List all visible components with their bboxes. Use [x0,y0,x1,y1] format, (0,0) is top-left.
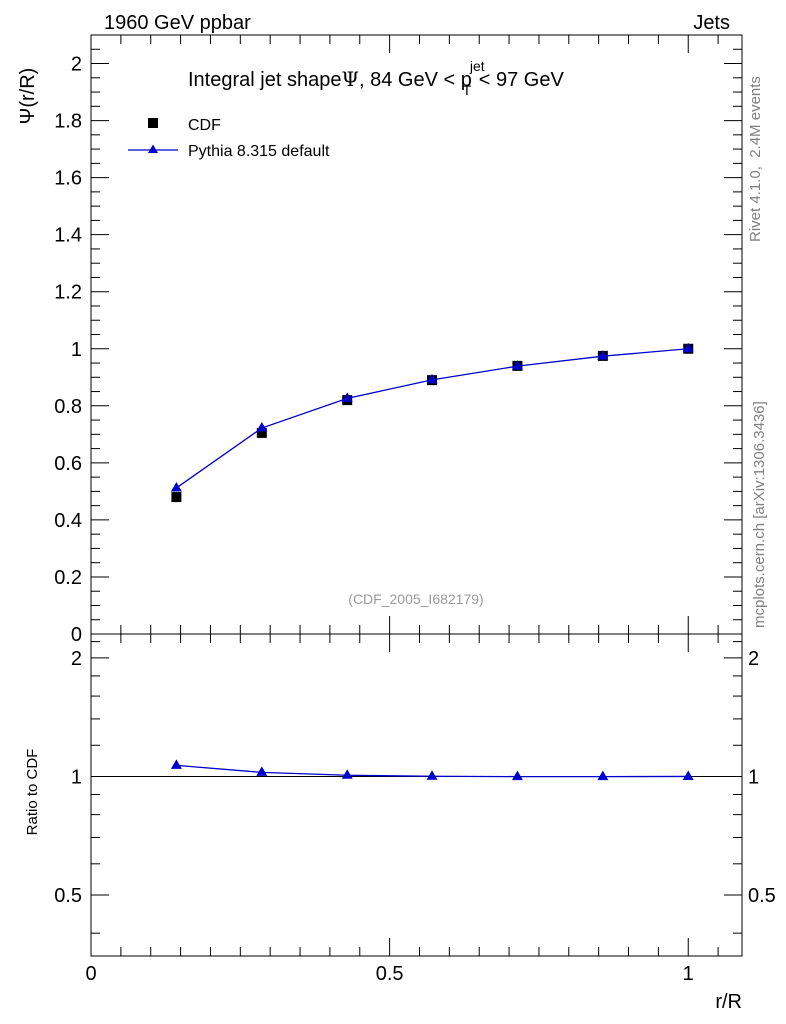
pythia-point [341,392,353,402]
main-y-tick-label: 1.8 [54,111,82,133]
x-tick-label: 0 [85,963,96,985]
main-panel: 0 0.2 0.4 0.6 0.8 1 1.2 1.4 1.6 1.8 2 Ψ(r/R) Integ… [17,34,743,646]
ratio-pythia-point [682,770,694,780]
x-tick-label: 0.5 [376,963,404,985]
legend-pythia-marker [148,144,158,153]
ratio-pythia-point [341,769,353,779]
main-y-tick-label: 1.4 [54,225,82,247]
mcplots-label: mcplots.cern.ch [arXiv:1306.3436] [751,401,768,628]
main-y-tick-label: 0.6 [54,453,82,475]
ratio-pythia-point [597,770,609,781]
title-sub: T [463,82,472,98]
main-y-tick-label: 0.2 [54,567,82,589]
ratio-y-tick-label-left: 2 [71,648,82,670]
ratio-y-tick-label-left: 1 [71,766,82,788]
main-y-tick-label: 2 [71,54,82,76]
main-y-tick-label: 1.6 [54,168,82,190]
x-axis-label: r/R [715,991,742,1013]
ratio-y-tick-labels: 0.5 0.5 1 1 2 2 [54,648,776,907]
main-series [170,342,694,503]
legend-pythia-label: Pythia 8.315 default [188,143,330,160]
title-range-lo: , 84 GeV < p [359,69,472,91]
ratio-series [91,759,742,781]
x-tick-label: 1 [683,963,694,985]
title-sup: jet [469,58,485,74]
pythia-point [256,422,268,432]
analysis-watermark: (CDF_2005_I682179) [348,591,483,607]
rivet-label: Rivet 4.1.0, 2.4M events [747,76,764,242]
legend: CDF Pythia 8.315 default [128,117,330,160]
main-y-tick-label: 0.8 [54,396,82,418]
ratio-y-axis-label: Ratio to CDF [24,749,41,836]
ratio-plot-frame [90,633,743,957]
ratio-pythia-point [426,770,438,780]
main-y-tick-label: 0.4 [54,510,82,532]
title-psi: Ψ [341,67,359,91]
ratio-pythia-point [511,770,523,781]
cdf-point [171,492,182,503]
pythia-line [176,348,689,489]
legend-cdf-marker [148,118,158,128]
header-left: 1960 GeV ppbar [104,12,251,34]
chart-title: Integral jet shapeΨ, 84 GeV < pjet T < 97… [188,58,564,98]
ratio-y-tick-label-right: 2 [748,648,759,670]
main-y-tick-label: 1.2 [54,282,82,304]
ratio-pythia-point [170,759,182,769]
ratio-y-tick-label-right: 1 [748,766,759,788]
ratio-y-tick-label-right: 0.5 [748,885,776,907]
ratio-pythia-point [256,766,268,776]
ratio-y-tick-label-left: 0.5 [54,885,82,907]
main-y-tick-label: 1 [71,339,82,361]
pythia-point [511,360,523,370]
main-y-tick-label: 0 [71,624,82,646]
main-y-tick-labels: 0 0.2 0.4 0.6 0.8 1 1.2 1.4 1.6 1.8 2 [54,54,82,646]
ratio-x-ticks [90,634,719,956]
main-x-ticks [90,35,719,634]
legend-cdf-label: CDF [188,117,221,134]
pythia-point [597,350,609,360]
ratio-x-tick-labels: 0 0.5 1 [85,963,693,985]
ratio-panel: 0.5 0.51 12 2 0 0.5 1 Ratio to CDF r/R [24,633,776,1013]
title-range-hi: < 97 GeV [473,69,564,91]
main-y-axis-label: Ψ(r/R) [17,68,39,125]
title-prefix: Integral jet shape [188,69,341,91]
cdf-point [256,427,267,438]
ratio-y-ticks [91,641,742,934]
pythia-point [426,373,438,384]
header-right: Jets [693,12,730,34]
pythia-point [170,481,182,492]
pythia-point [682,342,694,353]
